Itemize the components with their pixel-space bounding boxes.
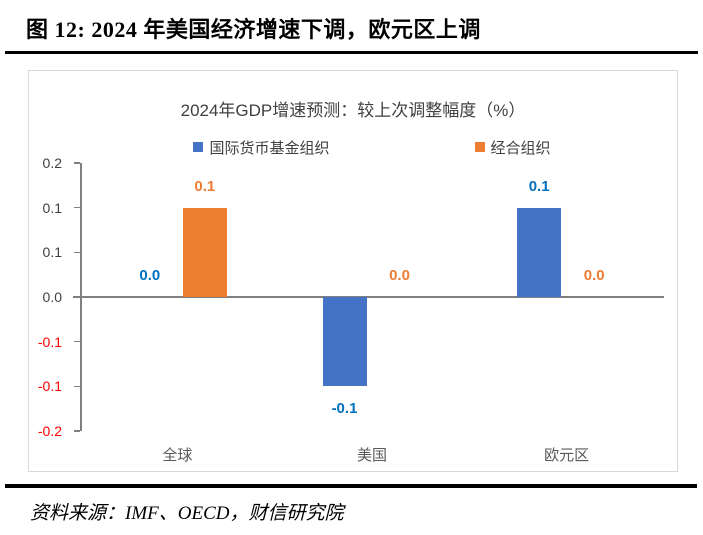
category-label-us: 美国 [356,447,387,464]
y-tick-2 [74,251,80,254]
data-label-oecd-global: 0.1 [194,177,216,195]
legend-swatch-oecd [474,142,485,152]
y-tick-label-5: -0.1 [37,378,62,395]
y-tick-4 [74,340,80,343]
y-tick-label-3: 0.0 [42,289,62,305]
y-tick-label-2: 0.1 [42,244,62,261]
y-tick-label-4: -0.1 [37,333,62,350]
bar-imf-eurozone [517,207,562,297]
y-tick-label-0: 0.2 [42,155,62,171]
category-label-global: 全球 [162,447,193,464]
figure-title: 图 12: 2024 年美国经济增速下调，欧元区上调 [26,17,481,42]
data-label-imf-eurozone: 0.1 [528,177,550,195]
chart-area: 2024年GDP增速预测：较上次调整幅度（%） 国际货币基金组织 经合组织 0.2… [28,70,678,472]
data-label-imf-global: 0.0 [139,267,161,284]
zero-line [80,296,664,298]
y-tick-0 [74,162,80,164]
bar-imf-us [322,297,367,387]
bar-oecd-global [182,207,227,297]
y-tick-1 [74,206,80,209]
y-tick-label-6: -0.2 [37,423,62,439]
data-label-oecd-eurozone: 0.0 [583,267,605,284]
chart-title: 2024年GDP增速预测：较上次调整幅度（%） [180,101,526,120]
legend-swatch-imf [193,142,204,152]
data-label-oecd-us: 0.0 [389,267,410,284]
y-tick-label-1: 0.1 [42,199,62,216]
legend-label-imf: 国际货币基金组织 [209,139,330,157]
y-tick-6 [74,430,80,432]
source-separator [5,484,697,488]
y-tick-5 [74,385,80,388]
legend-label-oecd: 经合组织 [490,139,551,157]
legend: 国际货币基金组织 经合组织 [80,137,664,157]
legend-item-oecd: 经合组织 [474,137,551,158]
source-note: 资料来源：IMF、OECD，财信研究院 [30,503,344,524]
title-underline [5,51,698,54]
data-label-imf-us: -0.1 [331,400,358,418]
plot-area: 0.2 0.1 0.1 0.0 -0.1 -0.1 -0.2 0.0 0.1 全球 -0.1 0.0 美… [29,71,677,471]
category-label-eurozone: 欧元区 [544,447,590,464]
legend-item-imf: 国际货币基金组织 [193,137,330,158]
